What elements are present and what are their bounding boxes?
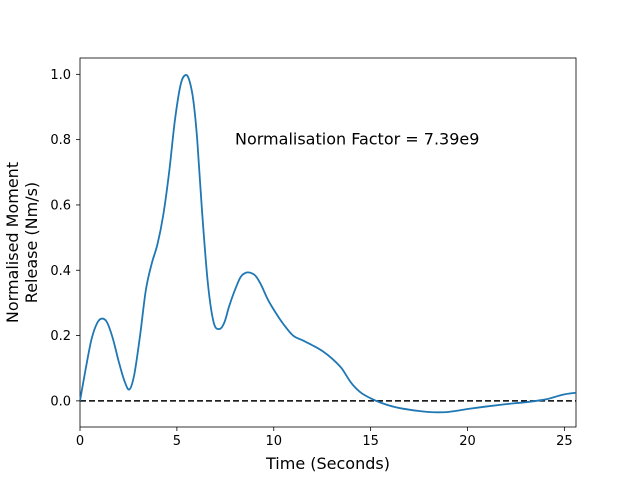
x-tick-label: 15 xyxy=(362,434,379,449)
axes-frame xyxy=(79,57,577,428)
x-tick-label: 20 xyxy=(459,434,476,449)
x-axis-label: Time (Seconds) xyxy=(265,454,390,473)
x-tick-label: 10 xyxy=(265,434,282,449)
y-tick-label: 0.0 xyxy=(50,394,71,409)
plot-area xyxy=(79,57,577,428)
y-tick-label: 0.4 xyxy=(50,264,71,279)
series-layer xyxy=(79,74,577,414)
y-tick-label: 0.6 xyxy=(50,198,71,213)
y-tick-label: 0.2 xyxy=(50,329,71,344)
y-tick-label: 0.8 xyxy=(50,133,71,148)
ticks-layer: 0 5 10 15 20 25 0.0 0.2 0.4 0.6 0.8 1.0 xyxy=(50,68,572,449)
moment-release-series-line xyxy=(79,74,577,414)
x-tick-label: 0 xyxy=(76,434,84,449)
normalisation-factor-annotation: Normalisation Factor = 7.39e9 xyxy=(235,130,479,149)
x-tick-label: 5 xyxy=(173,434,181,449)
x-tick-label: 25 xyxy=(556,434,573,449)
y-axis-label-line-2: Release (Nm/s) xyxy=(22,182,41,303)
y-axis-label-line-1: Normalised Moment xyxy=(3,162,22,323)
y-tick-label: 1.0 xyxy=(50,68,71,83)
